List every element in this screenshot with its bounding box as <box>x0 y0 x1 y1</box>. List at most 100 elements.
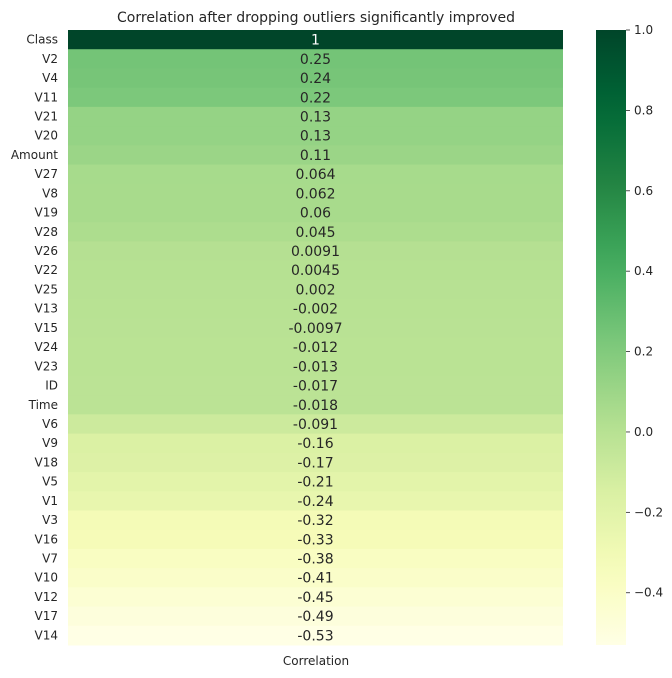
heatmap-cell <box>68 279 563 300</box>
y-tick-label: V18 <box>35 455 58 469</box>
y-tick-label: V26 <box>35 244 58 258</box>
y-tick-label: V17 <box>35 609 58 623</box>
y-tick-label: V14 <box>35 628 58 642</box>
heatmap-cell <box>68 30 563 50</box>
y-tick-label: V12 <box>35 590 58 604</box>
heatmap-cell <box>68 337 563 358</box>
heatmap-cell <box>68 49 563 69</box>
y-tick-label: V27 <box>35 167 58 181</box>
y-tick-label: Time <box>28 398 58 412</box>
y-tick-label: V16 <box>35 532 58 546</box>
cell-value-label: -0.091 <box>293 417 338 433</box>
heatmap-cell <box>68 433 563 454</box>
heatmap-cell <box>68 126 563 146</box>
y-tick-label: V9 <box>42 436 58 450</box>
heatmap-cell <box>68 356 563 377</box>
heatmap-cell <box>68 260 563 281</box>
cell-value-label: 0.24 <box>300 71 331 87</box>
cell-value-label: 0.045 <box>295 225 335 241</box>
heatmap-cell <box>68 529 563 550</box>
cell-value-label: -0.0097 <box>288 321 342 337</box>
y-tick-label: V11 <box>35 90 58 104</box>
y-tick-label: V2 <box>42 52 58 66</box>
heatmap-cell <box>68 587 563 608</box>
cell-value-label: -0.21 <box>297 475 333 491</box>
colorbar-tick-label: −0.4 <box>634 586 663 600</box>
cell-value-label: 0.0045 <box>291 263 340 279</box>
y-tick-label: V1 <box>42 494 58 508</box>
heatmap-cell <box>68 145 563 166</box>
heatmap-cell <box>68 510 563 531</box>
heatmap-cell <box>68 395 563 415</box>
cell-value-label: -0.53 <box>297 628 333 644</box>
heatmap-cell <box>68 299 563 319</box>
heatmap-cell <box>68 548 563 569</box>
colorbar-tick-label: 0.2 <box>634 345 653 359</box>
cell-value-label: 0.25 <box>300 52 331 68</box>
heatmap-cell <box>68 568 563 588</box>
cell-value-label: 0.062 <box>295 186 335 202</box>
colorbar-ticks: 1.0 0.8 0.6 0.4 0.2 0.0 −0.2 −0.4 <box>626 23 663 600</box>
cell-value-label: -0.017 <box>293 379 338 395</box>
cell-value-label: 0.0091 <box>291 244 340 260</box>
y-tick-label: V4 <box>42 71 58 85</box>
colorbar-tick-label: 0.6 <box>634 184 653 198</box>
colorbar-tick-label: 1.0 <box>634 23 653 37</box>
heatmap-cell <box>68 606 563 627</box>
heatmap-cell <box>68 318 563 338</box>
y-tick-label: Amount <box>11 148 58 162</box>
cell-value-label: -0.45 <box>297 590 333 606</box>
heatmap-cell <box>68 625 563 646</box>
y-tick-label: V6 <box>42 417 58 431</box>
y-tick-label: V21 <box>35 109 58 123</box>
y-tick-label: V22 <box>35 263 58 277</box>
y-tick-label: V28 <box>35 225 58 239</box>
heatmap-cell <box>68 375 563 396</box>
cell-value-label: 0.002 <box>295 282 335 298</box>
cell-value-label: -0.33 <box>297 532 333 548</box>
colorbar <box>596 30 626 645</box>
heatmap-cell <box>68 414 563 435</box>
cell-value-label: -0.24 <box>297 494 333 510</box>
heatmap-cell <box>68 164 563 185</box>
heatmap-cell <box>68 222 563 242</box>
y-tick-label: V10 <box>35 571 58 585</box>
heatmap-cell <box>68 241 563 262</box>
cell-value-label: 0.06 <box>300 206 331 222</box>
colorbar-tick-label: −0.2 <box>634 505 663 519</box>
y-tick-label: V20 <box>35 129 58 143</box>
y-tick-label: Class <box>26 33 58 47</box>
cell-value-label: 1 <box>311 33 320 49</box>
y-tick-label: ID <box>45 379 58 393</box>
heatmap-cell <box>68 87 563 108</box>
cell-value-label: -0.002 <box>293 302 338 318</box>
y-tick-label: V8 <box>42 186 58 200</box>
y-tick-label: V24 <box>35 340 58 354</box>
y-tick-label: V19 <box>35 206 58 220</box>
y-tick-label: V15 <box>35 321 58 335</box>
heatmap-cell <box>68 202 563 223</box>
cell-value-label: -0.012 <box>293 340 338 356</box>
cell-value-label: -0.013 <box>293 359 338 375</box>
heatmap-cells: 1 0.25 0.24 0.22 0.13 0.13 0.11 0.064 0.062 0.06 0… <box>68 30 563 646</box>
y-tick-labels: Class V2 V4 V11 V21 V20 Amount V27 V8 V19 V28 V26 V2… <box>11 33 58 643</box>
heatmap-cell <box>68 452 563 473</box>
colorbar-tick-label: 0.4 <box>634 264 653 278</box>
cell-value-label: 0.13 <box>300 129 331 145</box>
cell-value-label: -0.16 <box>297 436 333 452</box>
heatmap-cell <box>68 106 563 127</box>
cell-value-label: -0.17 <box>297 455 333 471</box>
cell-value-label: -0.49 <box>297 609 333 625</box>
cell-value-label: -0.41 <box>297 571 333 587</box>
cell-value-label: -0.38 <box>297 552 333 568</box>
cell-value-label: 0.13 <box>300 109 331 125</box>
chart-title: Correlation after dropping outliers sign… <box>117 10 515 26</box>
heatmap-cell <box>68 68 563 89</box>
cell-value-label: 0.11 <box>300 148 331 164</box>
heatmap-cell <box>68 472 563 492</box>
y-tick-label: V23 <box>35 359 58 373</box>
cell-value-label: 0.064 <box>295 167 335 183</box>
cell-value-label: -0.018 <box>293 398 338 414</box>
